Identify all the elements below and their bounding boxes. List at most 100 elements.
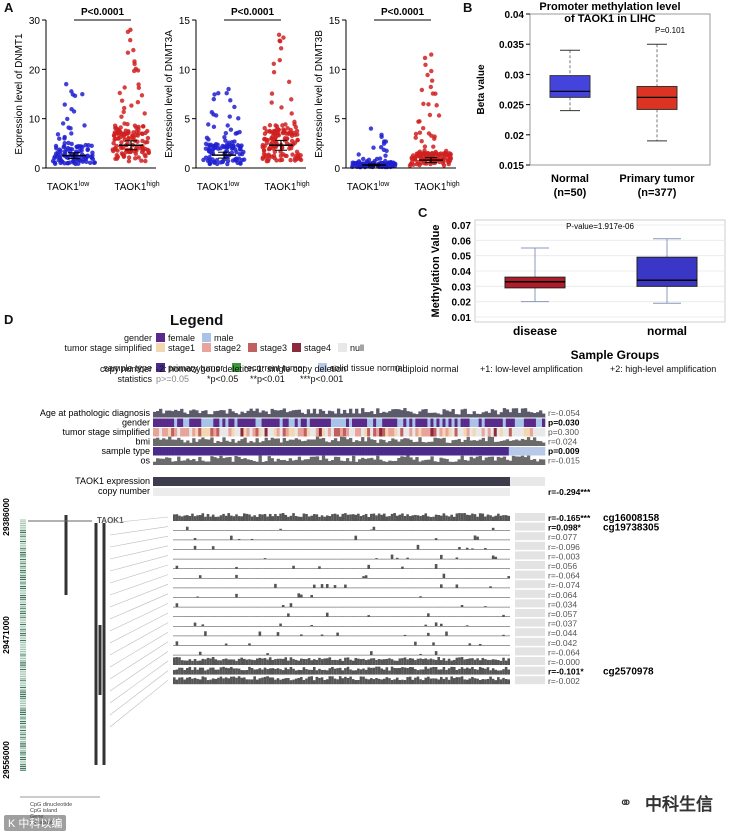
- probe-bar: [230, 549, 233, 550]
- heat-cell: [171, 428, 175, 437]
- probe-bar: [346, 558, 350, 560]
- probe-bar: [497, 530, 500, 531]
- data-point: [131, 47, 136, 53]
- heat-cell: [481, 428, 485, 437]
- probe-bar: [388, 558, 391, 560]
- probe-bar: [312, 626, 316, 627]
- data-point: [262, 131, 268, 136]
- probe-bar: [377, 659, 381, 665]
- heat-cell: [487, 418, 492, 427]
- data-point: [428, 84, 434, 90]
- probe-bar: [302, 626, 306, 627]
- probe-bar: [398, 645, 402, 646]
- probe-bar: [390, 568, 394, 569]
- probe-bar: [276, 616, 280, 617]
- probe-bar: [338, 667, 342, 675]
- probe-bar: [502, 614, 505, 617]
- heat-cell: [436, 447, 440, 456]
- probe-bar: [307, 676, 311, 685]
- probe-bar: [253, 539, 256, 541]
- probe-bar: [388, 549, 391, 550]
- y-tick-label: 0.025: [499, 101, 524, 112]
- probe-bar: [323, 516, 326, 521]
- probe-bar: [305, 616, 308, 617]
- heat-cell: [505, 439, 510, 446]
- heat-cell: [361, 418, 365, 427]
- clinical-row-track: [153, 455, 546, 465]
- probe-bar: [349, 578, 352, 579]
- heat-cell: [424, 418, 428, 427]
- data-point: [288, 145, 294, 151]
- y-axis-label: Expression level of DNMT3B: [314, 30, 325, 158]
- probe-bar: [416, 515, 420, 521]
- data-point: [116, 136, 121, 141]
- box: [636, 256, 698, 287]
- probe-bar: [432, 587, 435, 589]
- probe-bar: [372, 616, 376, 617]
- probe-bar: [385, 530, 389, 531]
- probe-bar: [297, 660, 301, 665]
- heat-cell: [505, 409, 510, 418]
- probe-bar: [390, 666, 394, 675]
- probe-bar: [372, 578, 376, 579]
- probe-bar: [354, 535, 358, 541]
- heat-cell: [466, 418, 470, 427]
- heat-cell: [342, 409, 347, 418]
- heat-cell: [499, 440, 504, 446]
- probe-bar: [258, 645, 262, 646]
- heat-cell: [192, 447, 196, 456]
- probe-bar: [434, 616, 438, 617]
- probe-bar: [445, 616, 448, 617]
- heat-cell: [385, 461, 389, 465]
- probe-bar: [287, 635, 290, 637]
- heat-cell: [364, 428, 368, 437]
- probe-bar: [385, 578, 389, 579]
- probe-bar: [481, 597, 485, 598]
- probe-bar: [447, 539, 451, 541]
- heat-cell: [240, 428, 244, 437]
- heat-cell: [436, 428, 440, 437]
- probe-bar: [253, 654, 256, 656]
- y-tick-label: 10: [179, 65, 191, 76]
- probe-bar: [419, 515, 422, 521]
- probe-bar: [468, 658, 472, 665]
- probe-bar: [341, 606, 345, 608]
- probe-bar: [380, 645, 383, 646]
- probe-bar: [297, 654, 301, 656]
- probe-bar: [364, 660, 368, 665]
- probe-bar: [491, 549, 495, 550]
- probe-bar: [224, 587, 228, 589]
- probe-bar: [491, 568, 495, 569]
- probe-bar: [385, 516, 389, 521]
- probe-bar: [421, 645, 425, 646]
- heat-cell: [460, 441, 464, 446]
- probe-bar: [437, 679, 441, 685]
- heat-cell: [162, 418, 166, 427]
- probe-bar: [502, 669, 505, 675]
- probe-bar: [219, 676, 223, 685]
- heat-cell: [249, 408, 253, 418]
- probe-bar: [279, 623, 282, 627]
- heat-cell: [231, 418, 235, 427]
- probe-bar: [214, 539, 218, 541]
- probe-bar: [450, 635, 453, 637]
- data-point: [129, 103, 134, 108]
- probe-bar: [411, 667, 415, 675]
- probe-bar: [245, 513, 249, 521]
- probe-bar: [507, 606, 510, 608]
- heat-cell: [231, 428, 235, 437]
- probe-bar: [294, 558, 298, 560]
- probe-bar: [310, 578, 313, 579]
- probe-bar: [455, 626, 459, 627]
- probe-bar: [403, 667, 407, 675]
- heat-cell: [330, 428, 335, 437]
- heat-cell: [376, 408, 380, 418]
- probe-bar: [263, 654, 267, 656]
- data-point: [126, 129, 131, 134]
- probe-bar: [204, 568, 207, 569]
- probe-bar: [367, 587, 371, 589]
- heat-cell: [517, 456, 522, 465]
- heat-cell: [415, 418, 419, 427]
- data-point: [62, 151, 68, 156]
- heat-cell: [336, 441, 341, 446]
